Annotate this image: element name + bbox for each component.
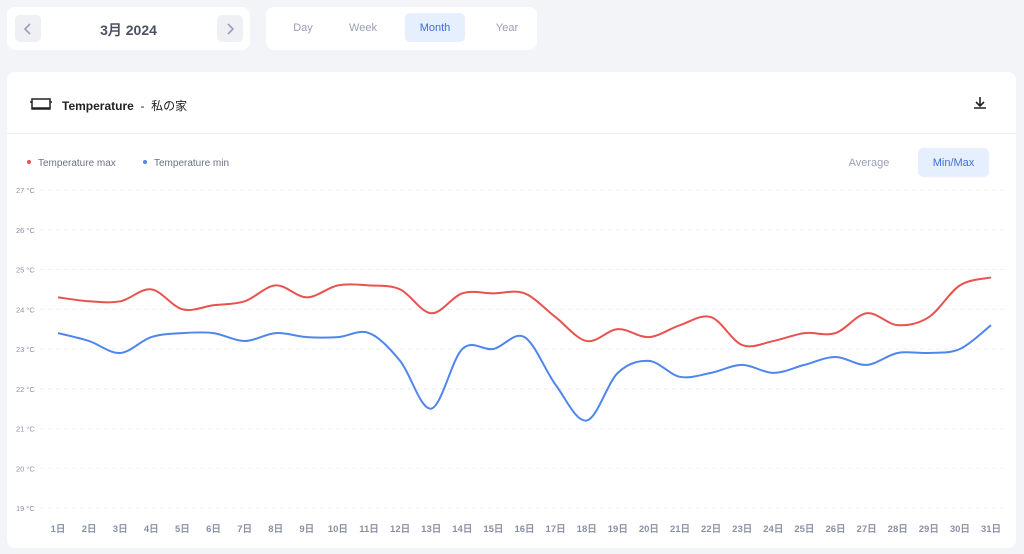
card-title: Temperature <box>62 99 134 113</box>
x-tick-label: 26日 <box>825 524 845 535</box>
x-tick-label: 18日 <box>577 524 597 535</box>
series-line <box>57 324 992 422</box>
period-nav: 3月 2024 <box>7 7 250 50</box>
x-tick-label: 10日 <box>328 524 348 535</box>
chart-card: Temperature - 私の家 <box>7 72 1016 548</box>
next-button[interactable] <box>217 15 243 42</box>
mode-button[interactable]: Average <box>848 156 890 169</box>
y-tick-label: 26 °C <box>16 226 35 235</box>
x-tick-label: 2日 <box>82 524 97 535</box>
x-tick-label: 9日 <box>299 524 314 535</box>
x-tick-label: 3日 <box>113 524 128 535</box>
y-tick-label: 21 °C <box>16 425 35 434</box>
x-tick-label: 13日 <box>421 524 441 535</box>
x-tick-label: 7日 <box>237 524 252 535</box>
x-tick-label: 22日 <box>701 524 721 535</box>
x-tick-label: 20日 <box>639 524 659 535</box>
x-tick-label: 27日 <box>857 524 877 535</box>
sofa-icon <box>30 98 52 110</box>
x-tick-label: 4日 <box>144 524 159 535</box>
tab[interactable]: Year <box>495 21 519 34</box>
y-tick-label: 25 °C <box>16 266 35 275</box>
divider <box>7 133 1016 134</box>
download-icon[interactable] <box>972 95 988 111</box>
x-tick-label: 19日 <box>608 524 628 535</box>
y-tick-label: 27 °C <box>16 186 35 195</box>
x-tick-label: 25日 <box>794 524 814 535</box>
x-tick-label: 23日 <box>732 524 752 535</box>
series-line <box>57 276 992 348</box>
tab[interactable]: Month <box>405 13 465 42</box>
x-tick-label: 14日 <box>452 524 472 535</box>
prev-button[interactable] <box>15 15 41 42</box>
x-tick-label: 30日 <box>950 524 970 535</box>
separator: - <box>140 99 145 113</box>
y-tick-label: 19 °C <box>16 504 35 513</box>
tab[interactable]: Week <box>349 21 377 34</box>
x-tick-label: 28日 <box>888 524 908 535</box>
x-tick-label: 21日 <box>670 524 690 535</box>
mode-button[interactable]: Min/Max <box>918 148 989 177</box>
x-tick-label: 1日 <box>51 524 66 535</box>
prev-icon <box>23 22 31 35</box>
x-tick-label: 8日 <box>268 524 283 535</box>
next-icon <box>227 22 235 35</box>
legend-dot <box>27 160 31 164</box>
legend-label: Temperature min <box>154 158 229 169</box>
x-tick-label: 29日 <box>919 524 939 535</box>
y-tick-label: 22 °C <box>16 385 35 394</box>
card-heading: Temperature - 私の家 <box>62 97 187 114</box>
period-label: 3月 2024 <box>100 22 157 38</box>
tab[interactable]: Day <box>293 21 313 34</box>
x-tick-label: 16日 <box>514 524 534 535</box>
x-tick-label: 15日 <box>483 524 503 535</box>
range-tabs: Day Week Month Year <box>266 7 537 50</box>
x-tick-label: 6日 <box>206 524 221 535</box>
x-tick-label: 17日 <box>546 524 566 535</box>
x-tick-label: 11日 <box>359 524 379 535</box>
x-tick-label: 24日 <box>763 524 783 535</box>
y-tick-label: 20 °C <box>16 464 35 473</box>
x-tick-label: 12日 <box>390 524 410 535</box>
legend-label: Temperature max <box>38 158 116 169</box>
legend-dot <box>143 160 147 164</box>
x-tick-label: 31日 <box>981 524 1001 535</box>
y-tick-label: 23 °C <box>16 345 35 354</box>
place: 私の家 <box>151 99 188 113</box>
x-tick-label: 5日 <box>175 524 190 535</box>
y-tick-label: 24 °C <box>16 305 35 314</box>
